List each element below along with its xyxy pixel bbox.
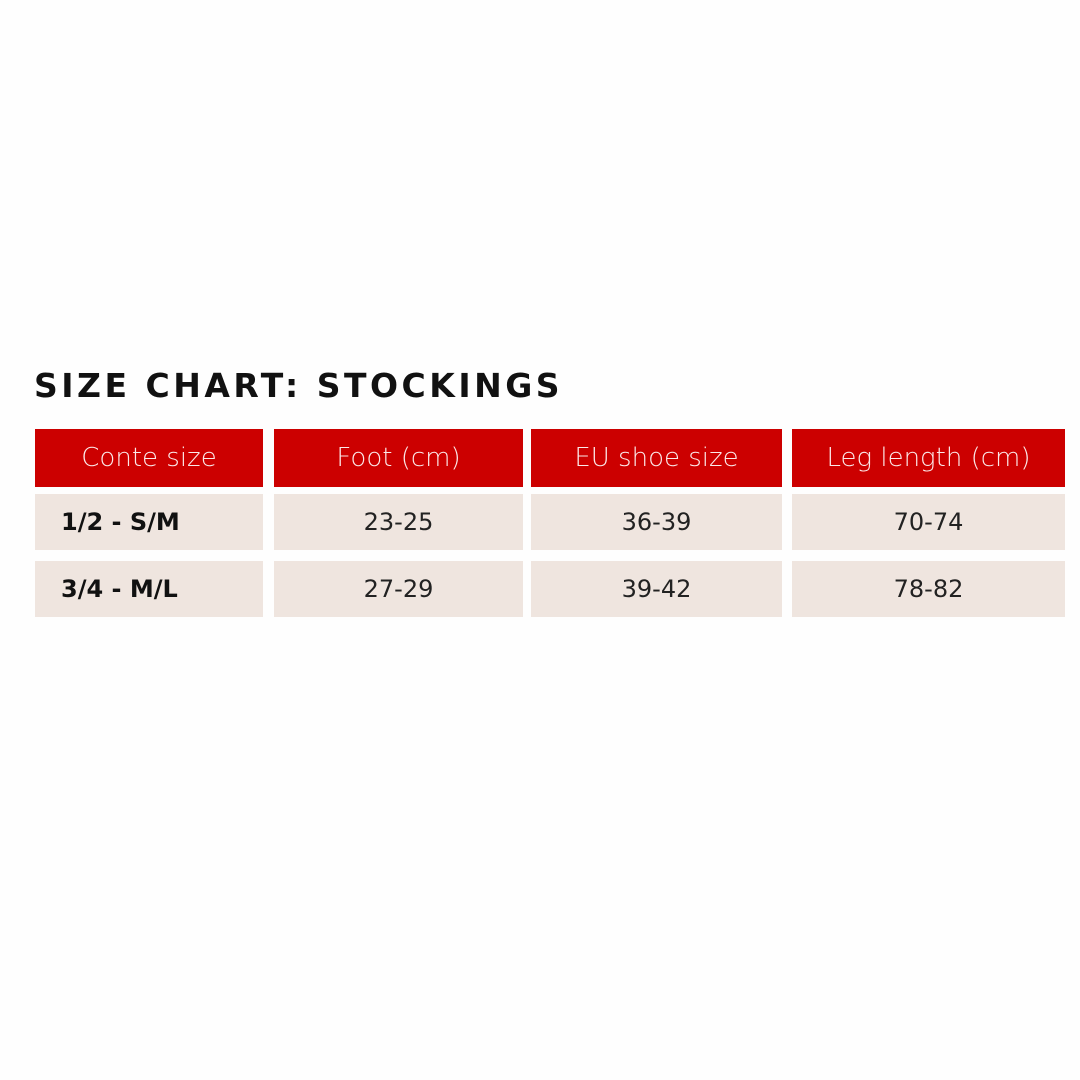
page-title: SIZE CHART: STOCKINGS <box>34 366 564 405</box>
column-header: EU shoe size <box>531 429 782 487</box>
table-cell: 36-39 <box>531 494 782 550</box>
table-cell: 70-74 <box>792 494 1065 550</box>
table-cell: 1/2 - S/M <box>35 494 263 550</box>
column-header: Conte size <box>35 429 263 487</box>
table-cell: 23-25 <box>274 494 523 550</box>
table-cell: 3/4 - M/L <box>35 561 263 617</box>
column-header: Leg length (cm) <box>792 429 1065 487</box>
table-cell: 39-42 <box>531 561 782 617</box>
table-cell: 78-82 <box>792 561 1065 617</box>
column-header: Foot (cm) <box>274 429 523 487</box>
table-cell: 27-29 <box>274 561 523 617</box>
